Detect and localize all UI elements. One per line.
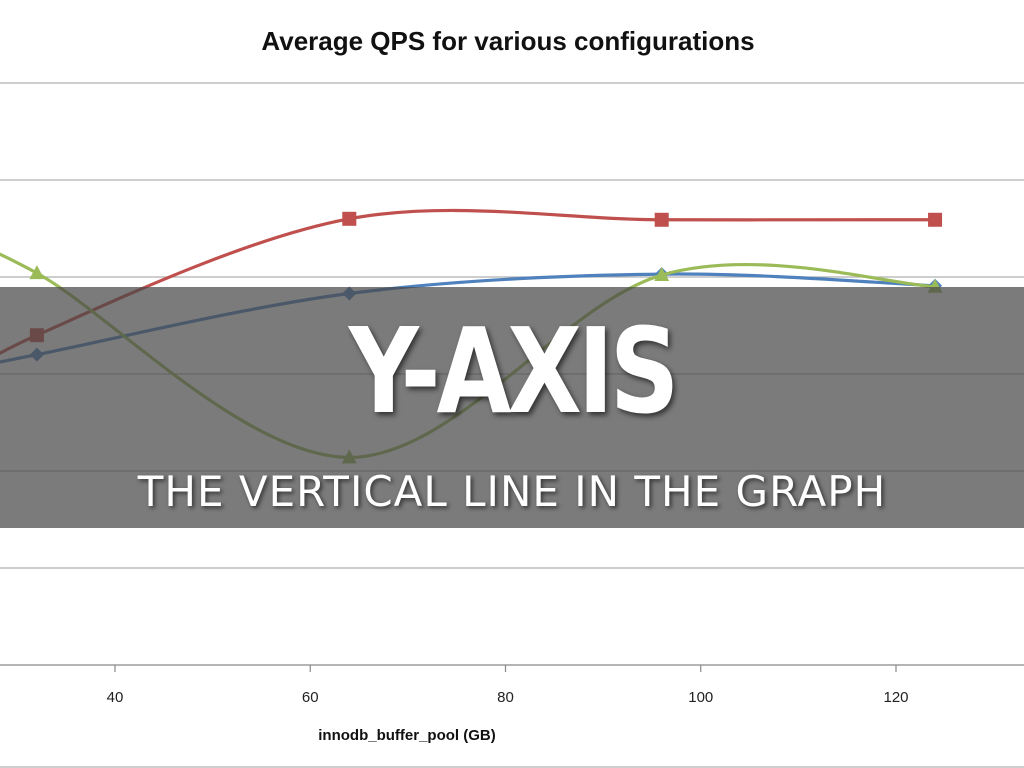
caption-overlay: Y-AXIS THE VERTICAL LINE IN THE GRAPH <box>0 287 1024 528</box>
x-tick-label: 80 <box>497 689 514 706</box>
data-point-square <box>342 211 357 226</box>
x-tick-label: 60 <box>302 689 319 706</box>
data-point-triangle <box>29 265 45 280</box>
x-axis: 40 60 80 100 120 <box>107 665 909 706</box>
x-tick-label: 40 <box>107 689 124 706</box>
x-tick-label: 100 <box>688 689 713 706</box>
x-axis-label: innodb_buffer_pool (GB) <box>318 727 495 744</box>
data-point-square <box>928 212 943 227</box>
x-tick-label: 120 <box>883 689 908 706</box>
data-point-square <box>654 212 669 227</box>
chart-title: Average QPS for various configurations <box>261 26 754 56</box>
overlay-heading: Y-AXIS <box>348 302 680 440</box>
data-point-triangle <box>654 267 670 282</box>
overlay-subheading: THE VERTICAL LINE IN THE GRAPH <box>137 467 887 516</box>
